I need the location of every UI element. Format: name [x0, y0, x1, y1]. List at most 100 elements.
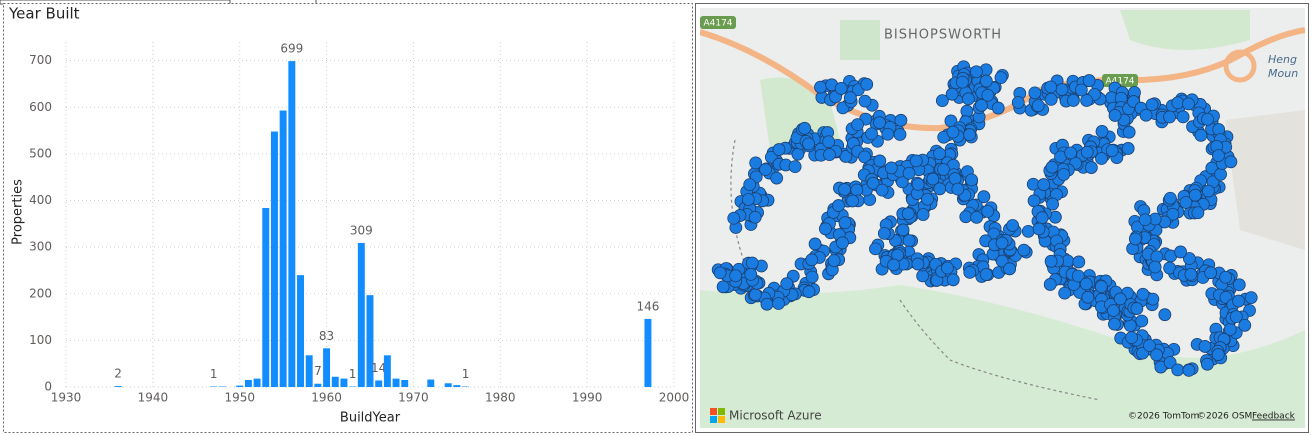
- bar: [392, 378, 400, 387]
- y-tick-label: 600: [29, 100, 52, 114]
- bar: [340, 378, 348, 387]
- data-label: 309: [350, 223, 373, 237]
- y-tick-label: 0: [44, 380, 52, 394]
- location-dot: [945, 87, 959, 101]
- location-dot: [839, 149, 853, 163]
- x-tick-label: 1930: [51, 391, 82, 405]
- location-dot: [843, 91, 857, 105]
- bar: [253, 378, 261, 387]
- location-dot: [1232, 294, 1246, 308]
- map[interactable]: A4174 A4174 BISHOPSWORTH Heng Moun Micro…: [700, 8, 1305, 428]
- location-dot: [1176, 110, 1190, 124]
- bar: [236, 385, 244, 387]
- bar: [453, 385, 461, 387]
- location-dot: [946, 125, 960, 139]
- y-tick-label: 400: [29, 193, 52, 207]
- location-dot: [1095, 125, 1109, 138]
- feedback-link[interactable]: Feedback: [1252, 412, 1296, 422]
- location-dot: [1121, 142, 1135, 155]
- location-dot: [940, 261, 954, 275]
- bar: [366, 295, 374, 387]
- location-dot: [858, 150, 871, 164]
- roundabout: [1223, 49, 1257, 83]
- location-dot: [894, 113, 908, 127]
- location-dot: [970, 65, 983, 79]
- location-dot: [741, 193, 755, 206]
- location-dot: [838, 183, 851, 196]
- location-dot: [808, 237, 822, 251]
- bar: [383, 355, 391, 387]
- location-dot: [759, 163, 772, 177]
- location-dot: [1179, 196, 1193, 209]
- location-dot: [1214, 167, 1227, 181]
- location-dot: [916, 269, 930, 283]
- location-dot: [865, 127, 878, 141]
- location-dot: [881, 127, 895, 141]
- bar: [244, 380, 252, 387]
- location-dot: [1182, 97, 1195, 111]
- location-dot: [832, 199, 845, 212]
- location-dot: [1145, 98, 1159, 112]
- location-dot: [1202, 184, 1215, 198]
- location-dot: [1006, 219, 1020, 232]
- location-dot: [959, 210, 973, 224]
- logo: [718, 416, 725, 423]
- location-dot: [887, 258, 901, 272]
- location-dot: [1182, 363, 1196, 377]
- location-dot: [1074, 83, 1088, 97]
- location-dot: [1003, 262, 1016, 276]
- bar: [288, 61, 296, 387]
- location-dot: [818, 222, 832, 236]
- x-tick-label: 2000: [659, 391, 690, 405]
- place-label: Heng: [1268, 53, 1297, 66]
- location-dot: [960, 104, 974, 118]
- location-dot: [846, 194, 859, 208]
- location-dot: [1017, 243, 1031, 257]
- location-dot: [791, 147, 805, 161]
- location-dot: [1032, 222, 1046, 236]
- location-dot: [901, 207, 915, 221]
- location-dot: [1204, 266, 1218, 280]
- chart-title: Year Built: [8, 5, 80, 23]
- location-dot: [875, 183, 889, 197]
- location-dot: [1198, 340, 1212, 353]
- bar: [270, 131, 278, 387]
- location-dot: [1071, 269, 1085, 283]
- bar: [375, 380, 383, 387]
- location-dot: [814, 80, 827, 94]
- bar: [427, 379, 435, 387]
- location-dot: [962, 92, 975, 106]
- bar: [323, 348, 331, 387]
- location-dot: [802, 137, 815, 151]
- location-dot: [1080, 145, 1094, 159]
- location-dot: [1200, 357, 1214, 371]
- location-dot: [1011, 96, 1025, 109]
- location-dot: [805, 253, 819, 267]
- data-label: 83: [319, 329, 334, 343]
- location-dot: [1108, 317, 1121, 331]
- location-dot: [1072, 255, 1086, 269]
- location-dot: [1095, 152, 1108, 165]
- location-dot: [896, 223, 910, 237]
- location-dot: [1130, 302, 1144, 315]
- y-tick-label: 200: [29, 286, 52, 300]
- road-label: A4174: [703, 19, 732, 29]
- road-badge: [700, 16, 736, 29]
- y-tick-label: 100: [29, 333, 52, 347]
- location-dot: [873, 116, 886, 130]
- data-label: 1: [210, 367, 218, 381]
- x-axis-label: BuildYear: [340, 411, 401, 426]
- location-dot: [935, 94, 949, 108]
- location-dot: [838, 216, 852, 230]
- data-label: 146: [636, 299, 659, 313]
- location-dot: [772, 297, 785, 310]
- location-dot: [827, 254, 841, 268]
- location-dot: [1046, 197, 1059, 211]
- data-label: 1: [462, 367, 470, 381]
- location-dot: [1219, 270, 1232, 284]
- bar: [331, 376, 339, 387]
- location-dot: [822, 135, 836, 149]
- location-dot: [1031, 99, 1045, 113]
